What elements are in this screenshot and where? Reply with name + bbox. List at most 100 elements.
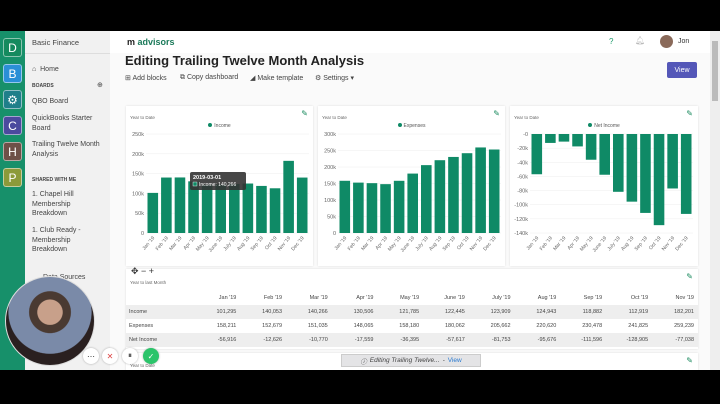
table-cell: -128,905 xyxy=(626,337,649,343)
editing-toast: ⓘ Editing Trailing Twelve... - View xyxy=(341,354,481,367)
x-tick-label: Feb '19 xyxy=(155,235,170,252)
bar xyxy=(653,134,665,226)
y-tick-label: -40k xyxy=(517,160,528,166)
bar xyxy=(201,184,213,233)
table-cell: 101,295 xyxy=(216,309,237,315)
y-tick-label: 300k xyxy=(324,132,336,138)
user-name[interactable]: Jon xyxy=(678,38,690,45)
make-template-button[interactable]: ◢ Make template xyxy=(250,75,304,82)
edit-pencil-icon[interactable]: ✎ xyxy=(301,109,308,118)
more-button[interactable]: ⋯ xyxy=(83,348,99,364)
legend-dot xyxy=(397,123,402,127)
x-tick-label: Dec '19 xyxy=(674,235,690,252)
x-tick-label: Aug '19 xyxy=(620,235,636,252)
avatar[interactable] xyxy=(660,35,673,48)
x-tick-label: Nov '19 xyxy=(661,235,677,252)
table-cell: 124,943 xyxy=(536,309,557,315)
cancel-recording-button[interactable]: ✕ xyxy=(102,348,118,364)
copy-dashboard-button[interactable]: ⧉ Copy dashboard xyxy=(180,74,239,81)
edit-pencil-icon[interactable]: ✎ xyxy=(493,109,500,118)
add-block-icon: ⊞ xyxy=(125,75,131,82)
legend-dot xyxy=(588,123,593,127)
table-cell: 112,919 xyxy=(628,309,649,315)
chart-subtitle: Year to Date xyxy=(130,115,155,120)
brand-logo[interactable]: m advisors xyxy=(127,37,175,47)
org-name[interactable]: Basic Finance xyxy=(32,38,80,47)
workspace-tile[interactable]: P xyxy=(3,168,22,187)
table-row: Income 101,295 140,053 140,266 130,506 121,78… xyxy=(126,305,698,319)
bar xyxy=(229,183,240,233)
settings-button[interactable]: ⚙ Settings ▾ xyxy=(315,75,354,82)
view-button[interactable]: View xyxy=(667,62,697,78)
y-tick-label: 250k xyxy=(324,149,336,155)
pause-button[interactable]: ⏸︎ xyxy=(122,348,138,364)
table-cell: 180,062 xyxy=(444,323,465,329)
sidebar-item-board[interactable]: QBO Board xyxy=(32,98,69,105)
sidebar-item-shared[interactable]: 1. Chapel Hill Membership Breakdown xyxy=(32,191,74,217)
y-tick-label: 200k xyxy=(132,152,144,158)
column-header: June '19 xyxy=(444,295,465,301)
workspace-tile[interactable]: B xyxy=(3,64,22,83)
x-tick-label: Sep '19 xyxy=(634,235,650,252)
chart-legend: Net Income xyxy=(510,123,698,129)
y-tick-label: -80k xyxy=(517,189,528,195)
y-tick-label: 50k xyxy=(327,215,336,221)
add-board-icon[interactable]: ⊕ xyxy=(97,82,103,89)
help-icon[interactable]: ? xyxy=(609,37,614,46)
x-tick-label: Dec '19 xyxy=(482,235,498,252)
bar xyxy=(626,134,638,202)
row-label: Net Income xyxy=(129,337,158,343)
y-tick-label: -140k xyxy=(514,231,528,237)
toast-view-link[interactable]: View xyxy=(447,357,462,364)
table-cell: 158,180 xyxy=(399,323,420,329)
x-tick-label: Feb '19 xyxy=(539,235,554,252)
column-header: Feb '19 xyxy=(263,295,283,301)
bar xyxy=(572,134,583,147)
y-tick-label: 150k xyxy=(324,182,336,188)
finish-recording-button[interactable]: ✓ xyxy=(143,348,159,364)
workspace-tile[interactable]: H xyxy=(3,142,22,161)
table-cell: -81,753 xyxy=(491,337,511,343)
ttm-table: Jan '19 Feb '19 Mar '19 Apr '19 May '19 June … xyxy=(126,291,698,347)
chart-plot: -140k -120k -100k -80k -60k -40k -20k -0 Jan '19… xyxy=(514,132,693,254)
x-tick-label: Mar '19 xyxy=(552,235,567,252)
chart-subtitle: Year to Date xyxy=(514,115,539,120)
bar xyxy=(366,183,378,233)
y-tick-label: -60k xyxy=(517,174,528,180)
table-cell: 220,620 xyxy=(536,323,557,329)
svg-text:Income: 140,266: Income: 140,266 xyxy=(199,182,236,188)
table-cell: 122,445 xyxy=(444,309,465,315)
edit-pencil-icon[interactable]: ✎ xyxy=(686,356,693,365)
x-tick-label: Jan '19 xyxy=(525,235,540,251)
table-cell: 123,909 xyxy=(490,309,511,315)
workspace-rail: D B ⚙ C H P xyxy=(0,31,25,370)
sidebar-item-board[interactable]: QuickBooks Starter Board xyxy=(32,115,93,132)
bar xyxy=(339,180,351,233)
table-cell: -10,770 xyxy=(309,337,328,343)
workspace-tile[interactable]: D xyxy=(3,38,22,57)
edit-pencil-icon[interactable]: ✎ xyxy=(686,109,693,118)
x-tick-label: June '19 xyxy=(208,235,225,253)
add-blocks-button[interactable]: ⊞ Add blocks xyxy=(125,75,167,82)
column-header: May '19 xyxy=(400,295,420,301)
sidebar-item-home[interactable]: ⌂ Home xyxy=(32,65,102,75)
block-controls[interactable]: ✥ − + xyxy=(131,266,155,276)
edit-pencil-icon[interactable]: ✎ xyxy=(686,272,693,281)
workspace-tile[interactable]: C xyxy=(3,116,22,135)
x-tick-label: Sep '19 xyxy=(442,235,458,252)
table-cell: 259,239 xyxy=(674,323,694,329)
net-income-chart-card: Year to Date ✎ Net Income -140k -120k -100k -8… xyxy=(510,106,698,266)
bar xyxy=(640,134,651,213)
x-tick-label: Nov '19 xyxy=(277,235,293,252)
page-scrollbar[interactable] xyxy=(710,31,720,370)
bell-icon[interactable]: 🔔︎ xyxy=(635,36,646,45)
shared-heading: SHARED WITH ME xyxy=(32,177,77,183)
workspace-tile[interactable]: ⚙ xyxy=(3,90,22,109)
column-header: Apr '19 xyxy=(356,295,374,301)
sidebar-item-shared[interactable]: 1. Club Ready - Membership Breakdown xyxy=(32,227,81,253)
table-cell: -12,626 xyxy=(263,337,283,343)
table-cell: 121,785 xyxy=(399,309,420,315)
sidebar-item-board[interactable]: Trailing Twelve Month Analysis xyxy=(32,141,100,158)
